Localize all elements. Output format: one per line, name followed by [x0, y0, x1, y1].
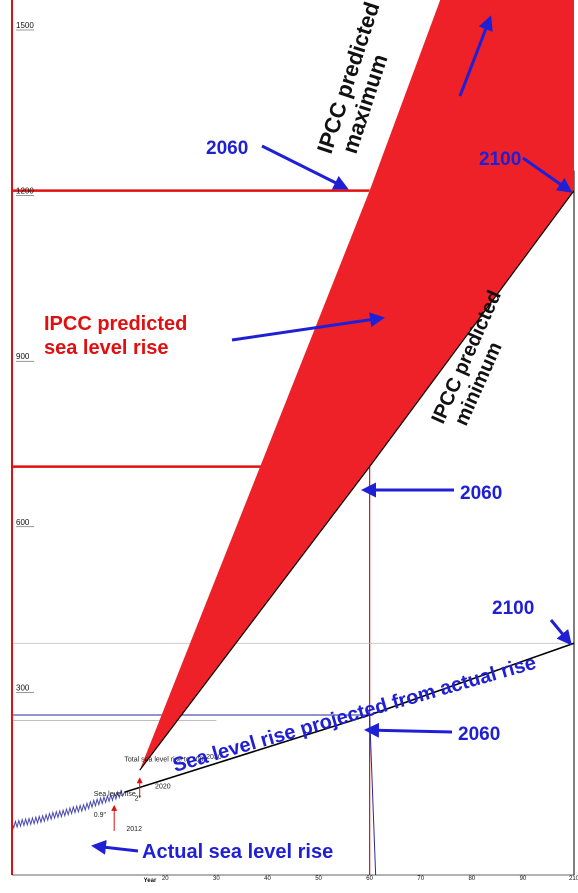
arrow-ipcc-rise [231, 312, 385, 342]
label-2060-top: 2060 [206, 138, 248, 159]
arrow-actual [91, 839, 139, 855]
label-sea-level-rise-small: Sea level rise [94, 791, 136, 798]
ipcc-fan-area [139, 0, 574, 771]
x-tick-label: 20 [162, 876, 169, 882]
x-tick-label: 50 [315, 876, 322, 882]
label-2100-top: 2100 [479, 149, 521, 170]
actual-series-line [11, 788, 125, 830]
x-tick-label: 60 [366, 876, 373, 882]
x-tick-label: 210 [569, 876, 578, 882]
guide-actual-2060-v [369, 714, 377, 876]
label-total-rise: Total sea level rise to 2060 [124, 756, 207, 763]
label-actual: Actual sea level rise [142, 841, 333, 863]
label-ipcc-rise-2: sea level rise [44, 337, 169, 359]
series-layer [11, 0, 575, 830]
arrow-2100-top [522, 156, 573, 193]
label-2060-low: 2060 [458, 724, 500, 745]
label-2012: 2012 [126, 826, 142, 833]
label-2030: 2030 [206, 754, 222, 761]
x-tick-label: 70 [417, 876, 424, 882]
y-tick-label: 600 [16, 518, 30, 527]
arrow-up-trend [458, 15, 493, 97]
x-tick-label: 80 [468, 876, 475, 882]
y-tick-label: 1500 [16, 21, 34, 30]
arrow-2060-low [364, 722, 453, 738]
label-2: 2" [135, 796, 142, 803]
label-2100-low: 2100 [492, 598, 534, 619]
x-tick-label: 40 [264, 876, 271, 882]
x-tick-label: 30 [213, 876, 220, 882]
x-tick-label: 90 [520, 876, 527, 882]
y-tick-label: 300 [16, 683, 30, 692]
ipcc-min-line [139, 190, 575, 771]
x-axis-label: Year [144, 878, 157, 884]
y-tick-label: 1200 [16, 187, 34, 196]
arrow-2060-top [261, 144, 349, 190]
label-2020: 2020 [155, 783, 171, 790]
label-ipcc-rise-1: IPCC predicted [44, 313, 187, 335]
arrow-2100-low [549, 619, 572, 646]
label-0-9: 0.9" [94, 812, 107, 819]
y-tick-label: 900 [16, 352, 30, 361]
label-2060-mid: 2060 [460, 483, 502, 504]
label-projected: Sea level rise projected from actual ris… [170, 652, 538, 777]
projected-line [124, 642, 575, 794]
